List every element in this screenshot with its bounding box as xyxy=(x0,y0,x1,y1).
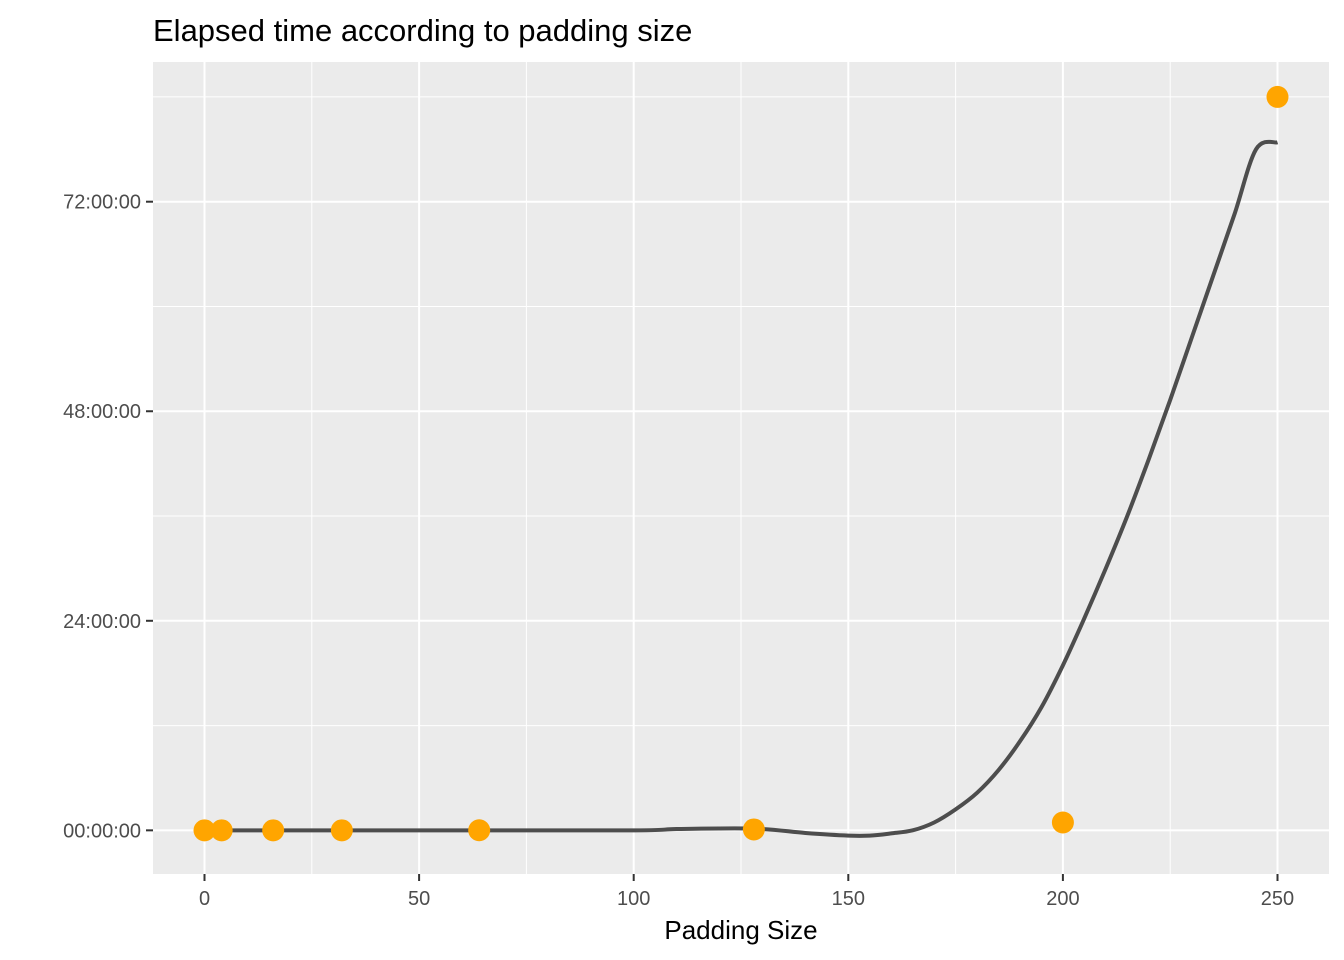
data-point xyxy=(262,819,285,842)
x-axis: 0 50 100 150 200 250 xyxy=(199,874,1294,910)
x-tick-label: 200 xyxy=(1046,888,1079,910)
x-tick-label: 50 xyxy=(408,888,430,910)
y-tick-label: 24:00:00 xyxy=(63,611,141,633)
series-points-group xyxy=(193,85,1289,842)
y-tick-label: 00:00:00 xyxy=(63,820,141,842)
data-point xyxy=(468,819,491,842)
smooth-trend-line xyxy=(204,139,1279,838)
x-tick-label: 100 xyxy=(617,888,650,910)
x-tick-label: 250 xyxy=(1261,888,1294,910)
data-point xyxy=(193,819,216,842)
series-line-group xyxy=(204,139,1279,838)
y-tick-label: 48:00:00 xyxy=(63,401,141,423)
y-axis: 00:00:00 24:00:00 48:00:00 72:00:00 xyxy=(63,192,153,842)
minor-grid xyxy=(153,62,1329,874)
x-axis-title: Padding Size xyxy=(664,915,817,945)
data-point xyxy=(210,819,233,842)
data-point xyxy=(742,818,765,841)
x-tick-label: 150 xyxy=(832,888,865,910)
data-point xyxy=(330,819,353,842)
x-tick-label: 0 xyxy=(199,888,210,910)
chart-title: Elapsed time according to padding size xyxy=(153,13,692,48)
data-point xyxy=(1051,811,1074,834)
data-point xyxy=(1266,85,1289,108)
y-tick-label: 72:00:00 xyxy=(63,192,141,214)
